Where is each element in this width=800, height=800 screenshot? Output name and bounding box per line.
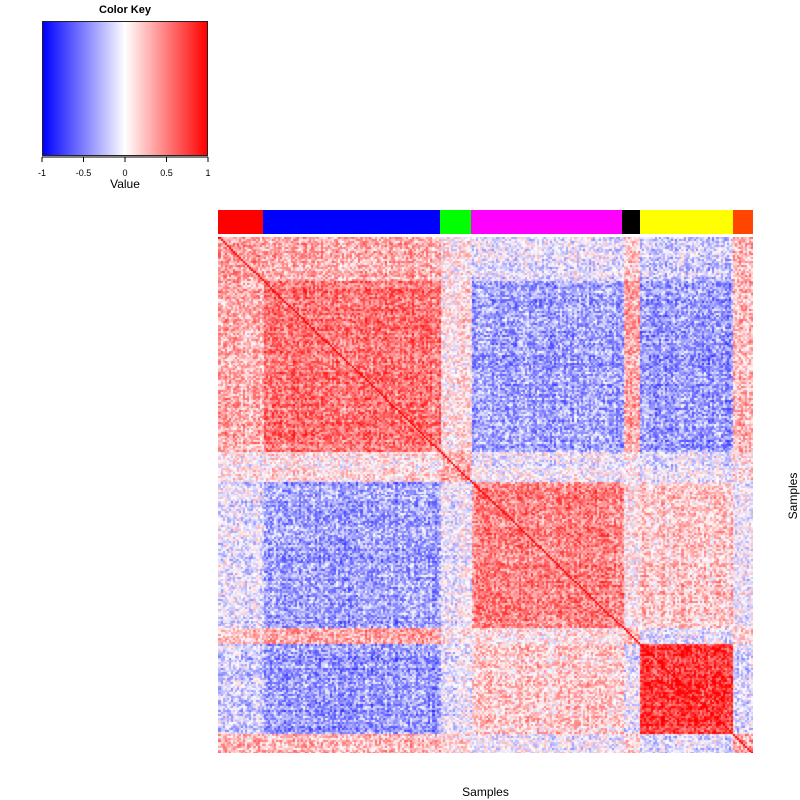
color-key-tick-label: -1 — [37, 168, 47, 178]
x-axis-label: Samples — [462, 785, 509, 799]
group-color-bar — [733, 210, 754, 234]
color-key-tick-label: 0.5 — [160, 168, 173, 178]
color-key-xlabel: Value — [110, 177, 140, 191]
group-color-bar — [470, 210, 623, 234]
group-color-bar — [218, 210, 264, 234]
color-key-tick-label: 0 — [122, 168, 128, 178]
color-key-tick-label: 1 — [205, 168, 211, 178]
group-color-bar — [622, 210, 641, 234]
group-color-bar — [263, 210, 441, 234]
correlation-heatmap — [218, 237, 753, 753]
group-color-sidebar — [218, 210, 754, 234]
group-color-bar — [639, 210, 734, 234]
group-color-bar — [440, 210, 471, 234]
color-key-title: Color Key — [99, 4, 151, 16]
color-key-tick-label: -0.5 — [75, 168, 92, 178]
y-axis-label: Samples — [786, 472, 800, 520]
color-key-gradient — [42, 21, 208, 156]
